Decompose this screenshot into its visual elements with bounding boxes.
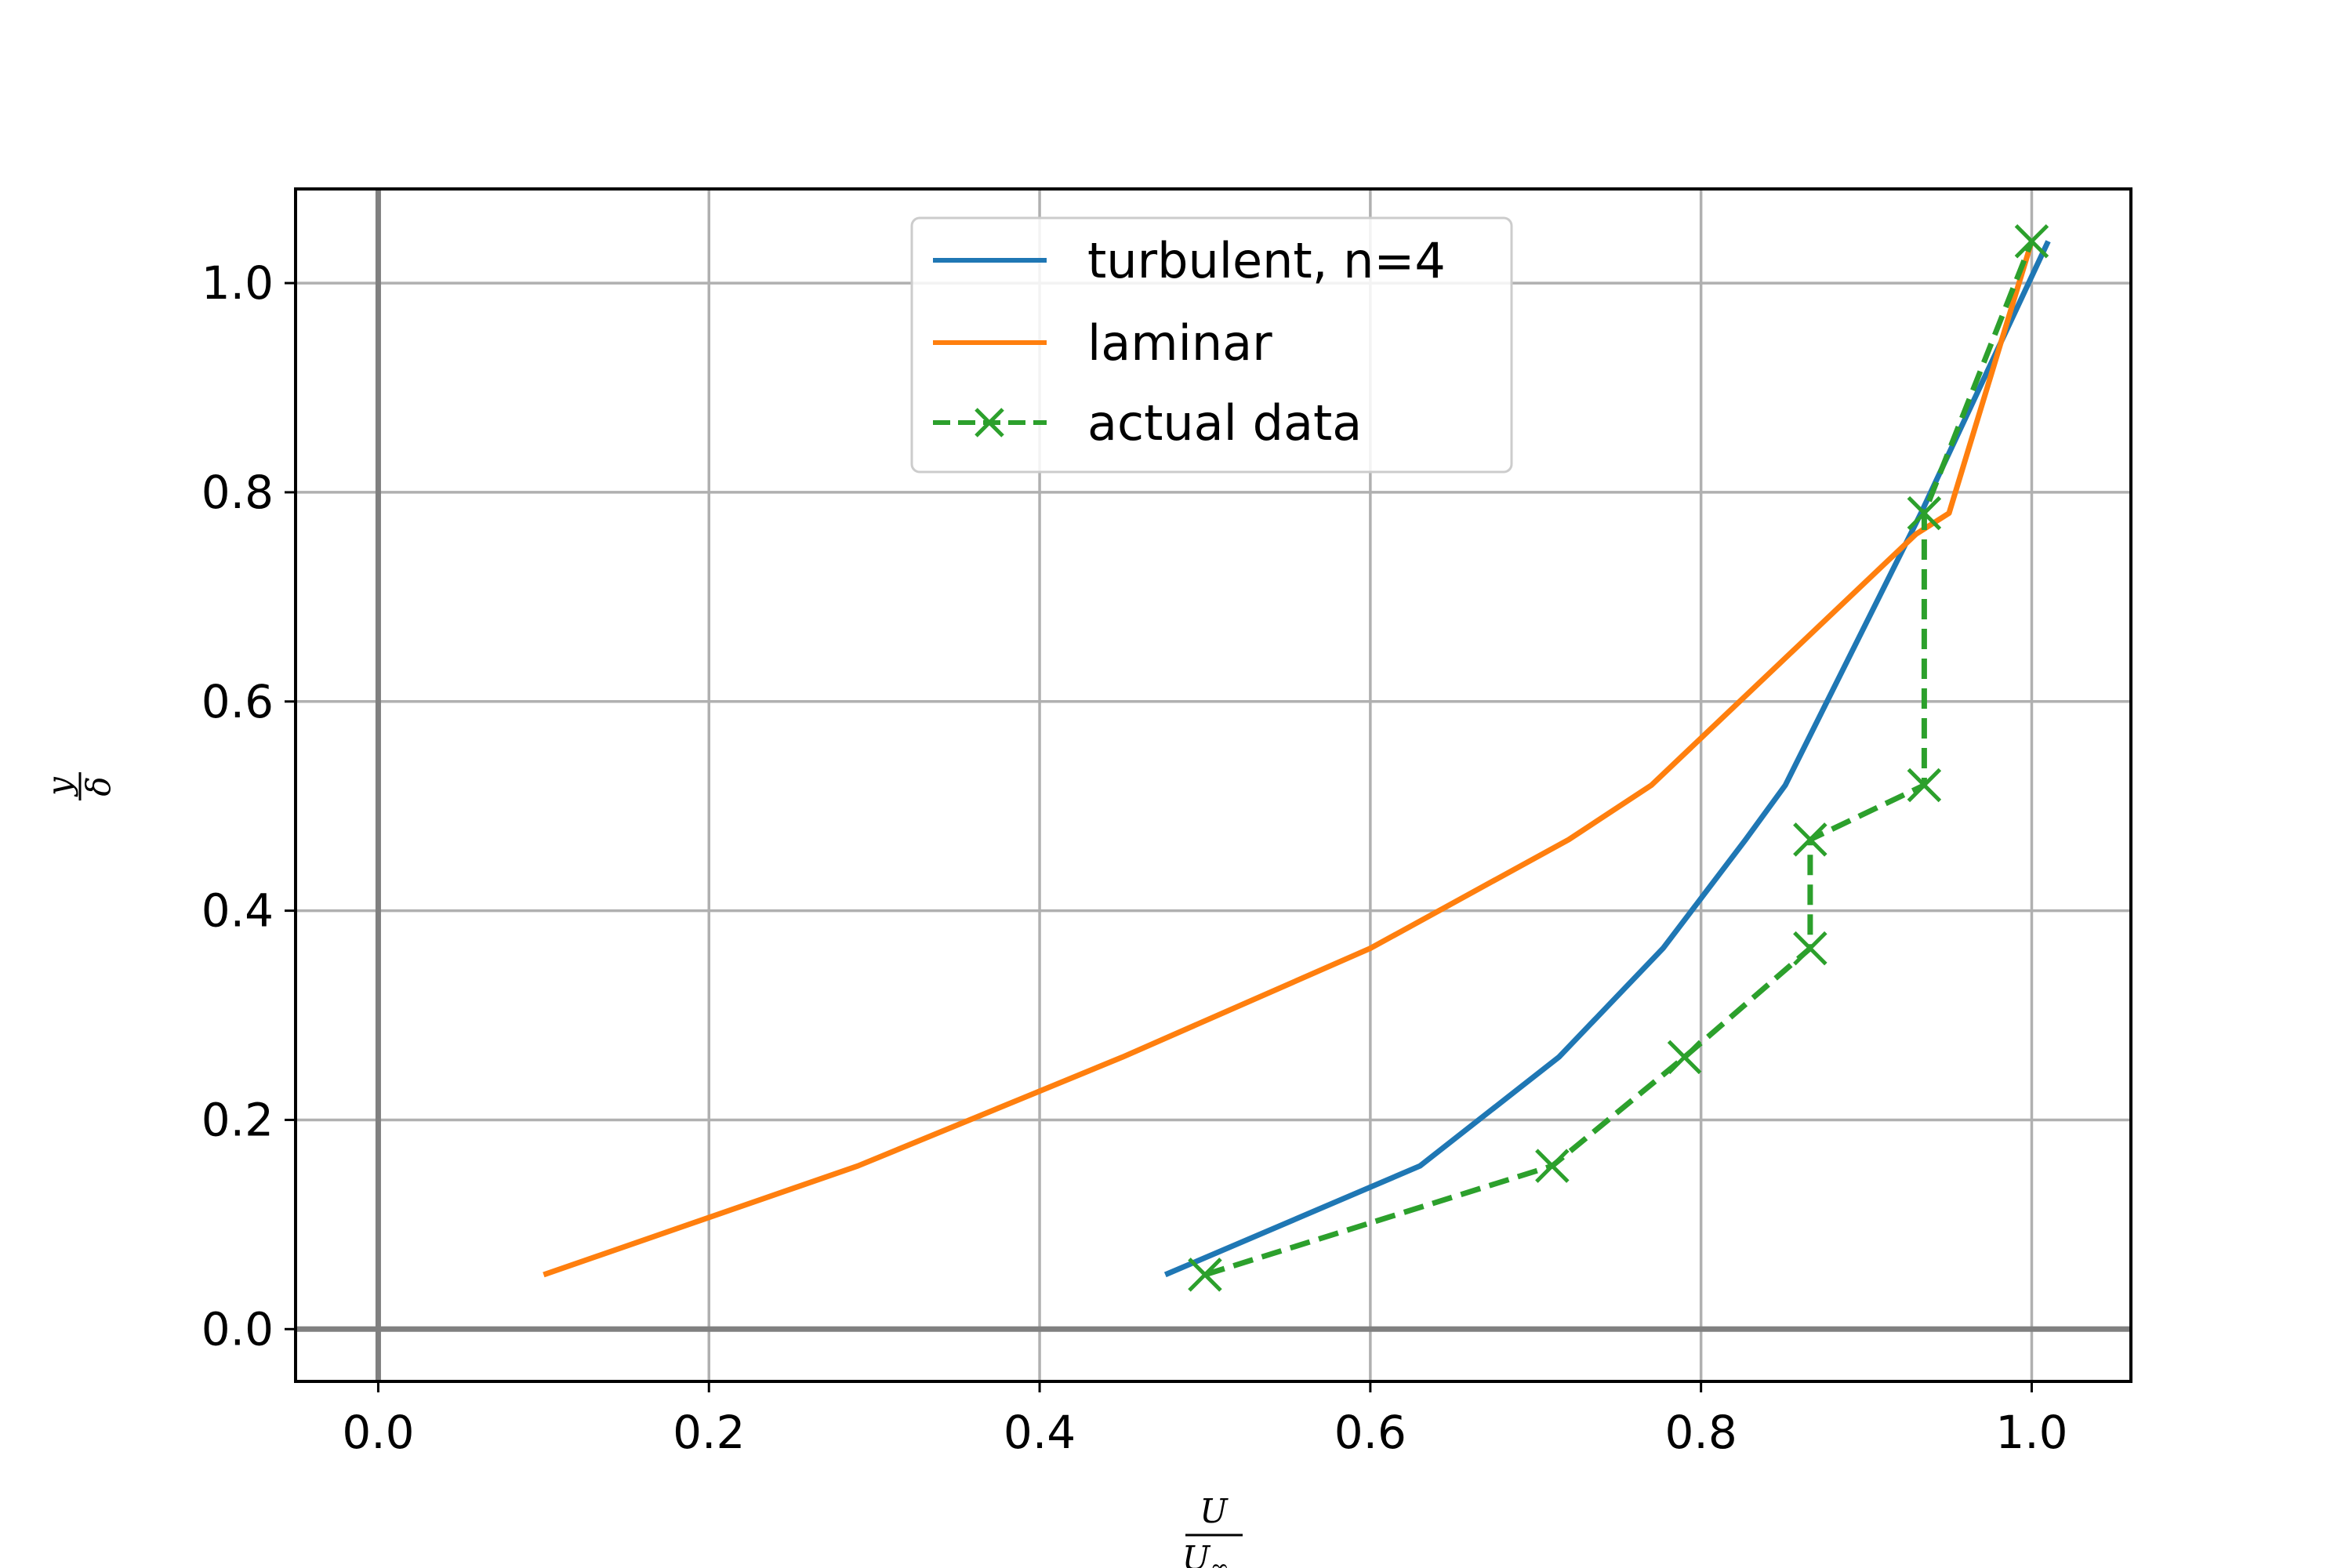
series-laminar (543, 240, 2034, 1278)
series-line-actual-data (1203, 240, 2034, 1278)
x-axis-label-numerator: U (1200, 1492, 1229, 1530)
legend-label-laminar: laminar (1087, 314, 1272, 372)
data-point-marker (1907, 768, 1942, 803)
legend-label-actual-data: actual data (1087, 394, 1362, 452)
data-point-marker (2014, 223, 2049, 259)
data-point-marker (1535, 1149, 1570, 1183)
x-tick-label: 0.8 (1665, 1406, 1737, 1459)
legend-marker-actual-data (975, 408, 1004, 437)
y-axis-label: y δ (40, 772, 118, 800)
zero-lines (296, 189, 2131, 1381)
data-point-marker (1188, 1258, 1222, 1292)
x-tick-label: 0.2 (673, 1406, 745, 1459)
legend-box (910, 216, 1513, 474)
data-point-marker (1667, 1040, 1702, 1075)
x-axis-label: U U∞ (1182, 1492, 1243, 1568)
y-tick-label: 0.4 (201, 884, 274, 938)
legend: turbulent, n=4 laminar actual data (910, 216, 1513, 474)
y-axis-label-denominator: δ (79, 776, 118, 796)
y-tick-label: 0.8 (201, 466, 274, 519)
data-series (543, 223, 2051, 1292)
y-tick-label: 0.2 (201, 1093, 274, 1146)
x-tick-label: 0.4 (1004, 1406, 1076, 1459)
y-tick-label: 0.6 (201, 675, 274, 728)
data-point-marker (1907, 495, 1942, 531)
legend-item-actual-data: actual data (933, 394, 1362, 452)
legend-item-turbulent: turbulent, n=4 (933, 232, 1446, 289)
x-tick-label: 0.0 (342, 1406, 414, 1459)
x-axis-label-denominator-text: U (1182, 1539, 1211, 1568)
x-axis-label-denominator: U∞ (1182, 1539, 1229, 1568)
plot-frame (294, 187, 2132, 1383)
legend-label-turbulent: turbulent, n=4 (1087, 232, 1446, 289)
x-tick-label: 1.0 (1995, 1406, 2067, 1459)
y-axis-label-numerator: y (40, 776, 78, 797)
axis-ticks: 0.0 0.2 0.4 0.6 0.8 1.0 0.0 0.2 0.4 0.6 0.8 1.0 (201, 256, 2068, 1459)
series-line-laminar (543, 240, 2034, 1278)
series-actual-data (1188, 223, 2049, 1292)
series-turbulent-n-4 (1163, 240, 2051, 1278)
y-tick-label: 1.0 (201, 256, 274, 310)
x-axis-label-subscript: ∞ (1210, 1555, 1229, 1568)
series-line-turbulent-n-4 (1163, 240, 2051, 1278)
data-point-marker (1793, 931, 1828, 966)
legend-item-laminar: laminar (933, 314, 1272, 372)
y-tick-label: 0.0 (201, 1302, 274, 1356)
data-point-marker (1793, 822, 1828, 857)
x-tick-label: 0.6 (1334, 1406, 1406, 1459)
